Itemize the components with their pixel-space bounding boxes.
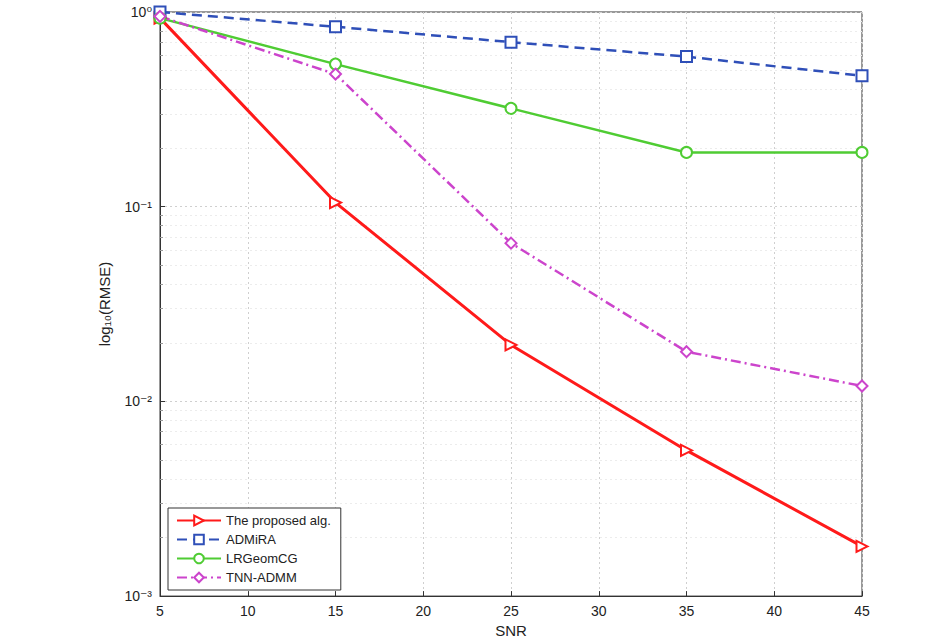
svg-text:30: 30 (591, 603, 607, 619)
svg-text:ADMiRA: ADMiRA (226, 532, 276, 547)
svg-text:15: 15 (328, 603, 344, 619)
svg-text:20: 20 (415, 603, 431, 619)
svg-text:10⁻²: 10⁻² (124, 393, 152, 409)
svg-text:10⁻³: 10⁻³ (124, 588, 152, 604)
svg-text:40: 40 (766, 603, 782, 619)
svg-text:45: 45 (854, 603, 870, 619)
svg-text:TNN-ADMM: TNN-ADMM (226, 570, 297, 585)
svg-text:25: 25 (503, 603, 519, 619)
svg-text:35: 35 (679, 603, 695, 619)
svg-text:LRGeomCG: LRGeomCG (226, 551, 298, 566)
svg-text:5: 5 (156, 603, 164, 619)
svg-text:10: 10 (240, 603, 256, 619)
svg-text:10⁰: 10⁰ (131, 4, 153, 20)
svg-text:SNR: SNR (495, 622, 527, 639)
svg-text:log₁₀(RMSE): log₁₀(RMSE) (96, 262, 113, 347)
svg-text:The proposed alg.: The proposed alg. (226, 513, 331, 528)
svg-text:10⁻¹: 10⁻¹ (124, 199, 152, 215)
